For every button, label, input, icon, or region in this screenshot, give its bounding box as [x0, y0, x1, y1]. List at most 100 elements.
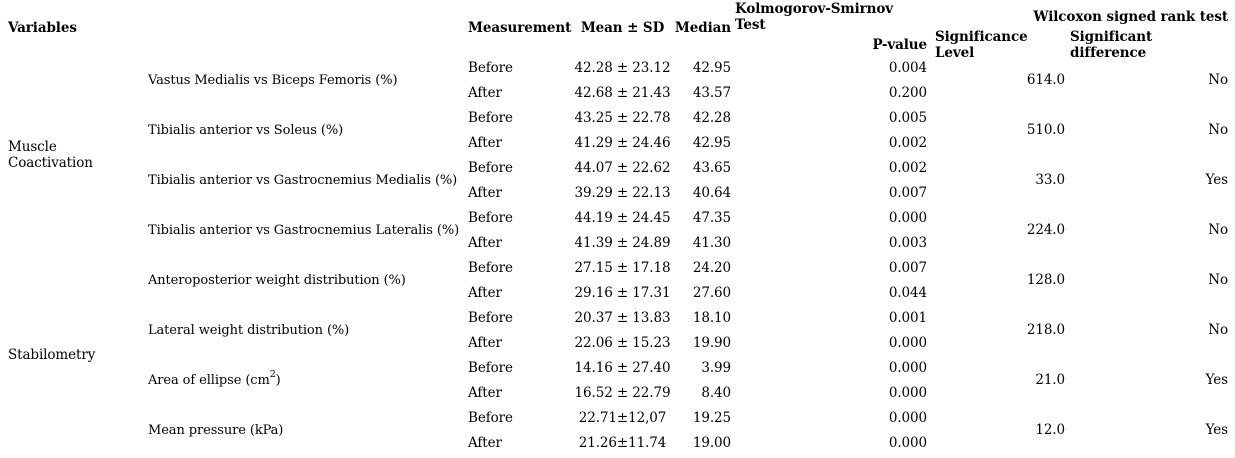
p-value: 0.044 — [888, 284, 927, 301]
mean-sd-value: 27.15 ± 17.18 — [574, 259, 671, 276]
significance-level-value: 614.0 — [1026, 72, 1065, 88]
measurement-after: After — [468, 284, 502, 301]
mean-sd-value: 41.29 ± 24.46 — [574, 134, 671, 151]
significant-difference-value: Yes — [1205, 422, 1228, 438]
variable-label: Tibialis anterior vs Gastrocnemius Later… — [140, 205, 460, 255]
median-value: 27.60 — [692, 284, 731, 301]
mean-sd-value: 16.52 ± 22.79 — [574, 384, 671, 401]
variable-label: Tibialis anterior vs Soleus (%) — [140, 105, 460, 155]
median-value: 47.35 — [692, 209, 731, 226]
significance-level-value: 510.0 — [1026, 122, 1065, 138]
mean-sd-value: 14.16 ± 27.40 — [574, 359, 671, 376]
mean-sd-value: 42.68 ± 21.43 — [574, 84, 671, 101]
p-value: 0.003 — [888, 234, 927, 251]
significance-level-value: 21.0 — [1035, 372, 1065, 388]
median-value: 42.95 — [692, 134, 731, 151]
group-label-stabilometry: Stabilometry — [8, 347, 96, 363]
significance-level-value: 12.0 — [1035, 422, 1065, 438]
variable-label: Lateral weight distribution (%) — [140, 305, 460, 355]
mean-sd-value: 22.06 ± 15.23 — [574, 334, 671, 351]
significant-difference-value: No — [1208, 322, 1228, 338]
median-value: 43.65 — [692, 159, 731, 176]
measurement-before: Before — [468, 309, 513, 326]
p-value: 0.000 — [888, 409, 927, 426]
mean-sd-value: 21.26±11.74 — [578, 434, 667, 451]
p-value: 0.005 — [888, 109, 927, 126]
mean-sd-value: 22.71±12,07 — [578, 409, 667, 426]
variable-label: Tibialis anterior vs Gastrocnemius Media… — [140, 155, 460, 205]
significant-difference-value: No — [1208, 222, 1228, 238]
mean-sd-value: 20.37 ± 13.83 — [574, 309, 671, 326]
variable-text: Lateral weight distribution (%) — [148, 322, 350, 338]
measurement-before: Before — [468, 159, 513, 176]
variable-text: Area of ellipse (cm — [148, 372, 270, 388]
median-value: 19.25 — [692, 409, 731, 426]
measurement-after: After — [468, 334, 502, 351]
measurement-before: Before — [468, 109, 513, 126]
significant-difference-value: Yes — [1205, 372, 1228, 388]
variable-label: Anteroposterior weight distribution (%) — [140, 255, 460, 305]
significant-difference-value: No — [1208, 72, 1228, 88]
p-value: 0.007 — [888, 184, 927, 201]
median-value: 42.28 — [692, 109, 731, 126]
variable-label: Vastus Medialis vs Biceps Femoris (%) — [140, 55, 460, 105]
col-header-significance-level: Significance Level — [935, 28, 1028, 61]
measurement-before: Before — [468, 59, 513, 76]
col-header-kolmogorov-smirnov: Kolmogorov-Smirnov Test — [735, 1, 894, 33]
measurement-before: Before — [468, 409, 513, 426]
mean-sd-value: 39.29 ± 22.13 — [574, 184, 671, 201]
measurement-after: After — [468, 234, 502, 251]
significance-level-value: 218.0 — [1026, 322, 1065, 338]
variable-suffix: ) — [275, 372, 281, 388]
variable-label: Mean pressure (kPa) — [140, 405, 460, 455]
median-value: 19.00 — [692, 434, 731, 451]
col-header-variables: Variables — [8, 19, 77, 36]
col-header-p-value: P-value — [872, 36, 928, 53]
measurement-after: After — [468, 84, 502, 101]
p-value: 0.000 — [888, 209, 927, 226]
median-value: 24.20 — [692, 259, 731, 276]
median-value: 19.90 — [692, 334, 731, 351]
mean-sd-value: 42.28 ± 23.12 — [574, 59, 671, 76]
p-value: 0.001 — [888, 309, 927, 326]
significance-level-value: 128.0 — [1026, 272, 1065, 288]
p-value: 0.000 — [888, 434, 927, 451]
median-value: 43.57 — [692, 84, 731, 101]
p-value: 0.200 — [888, 84, 927, 101]
mean-sd-value: 43.25 ± 22.78 — [574, 109, 671, 126]
measurement-before: Before — [468, 259, 513, 276]
median-value: 41.30 — [692, 234, 731, 251]
group-label-muscle-coactivation: Muscle Coactivation — [8, 139, 93, 171]
table-body: Muscle Coactivation Stabilometry Vastus … — [0, 55, 1235, 455]
p-value: 0.000 — [888, 359, 927, 376]
col-header-median: Median — [674, 19, 731, 36]
measurement-before: Before — [468, 359, 513, 376]
measurement-after: After — [468, 434, 502, 451]
p-value: 0.002 — [888, 134, 927, 151]
col-header-mean-sd: Mean ± SD — [580, 19, 665, 36]
variable-text: Anteroposterior weight distribution (%) — [148, 272, 406, 288]
median-value: 18.10 — [692, 309, 731, 326]
table-header: Variables Measurement Mean ± SD Median K… — [0, 0, 1235, 61]
significant-difference-value: No — [1208, 122, 1228, 138]
p-value: 0.004 — [888, 59, 927, 76]
col-header-wilcoxon: Wilcoxon signed rank test — [1033, 9, 1228, 25]
mean-sd-value: 29.16 ± 17.31 — [574, 284, 671, 301]
p-value: 0.000 — [888, 384, 927, 401]
median-value: 3.99 — [701, 359, 731, 376]
mean-sd-value: 41.39 ± 24.89 — [574, 234, 671, 251]
p-value: 0.007 — [888, 259, 927, 276]
significance-level-value: 224.0 — [1026, 222, 1065, 238]
variable-text: Tibialis anterior vs Gastrocnemius Later… — [148, 222, 460, 238]
significant-difference-value: No — [1208, 272, 1228, 288]
measurement-after: After — [468, 184, 502, 201]
col-header-measurement: Measurement — [468, 19, 572, 36]
measurement-after: After — [468, 134, 502, 151]
mean-sd-value: 44.07 ± 22.62 — [574, 159, 671, 176]
median-value: 42.95 — [692, 59, 731, 76]
variable-text: Vastus Medialis vs Biceps Femoris (%) — [148, 72, 398, 88]
variable-text: Tibialis anterior vs Gastrocnemius Media… — [148, 172, 458, 188]
median-value: 40.64 — [692, 184, 731, 201]
mean-sd-value: 44.19 ± 24.45 — [574, 209, 671, 226]
